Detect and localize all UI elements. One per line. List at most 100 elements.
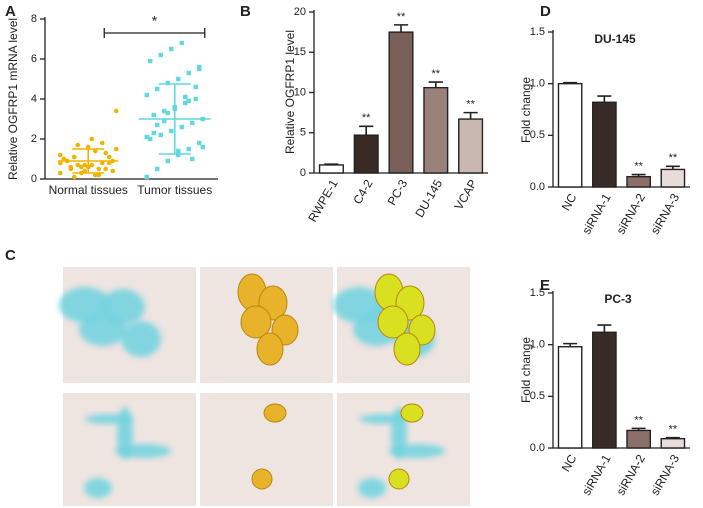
y-tick-label: 1.0 [530, 339, 545, 351]
x-tick-label: DU-145 [412, 177, 445, 220]
significance-label: ** [634, 414, 643, 426]
data-point [186, 98, 191, 104]
chart-title: PC-3 [604, 292, 632, 306]
data-point [158, 132, 163, 138]
y-tick-label: 8 [31, 13, 37, 25]
data-point [103, 150, 109, 156]
cell-yellow [240, 305, 272, 339]
data-point [68, 164, 74, 170]
data-point [92, 148, 98, 154]
data-point [186, 146, 191, 152]
data-point [179, 124, 184, 130]
error-bar [597, 324, 612, 333]
bar [592, 101, 617, 188]
data-point [148, 136, 153, 142]
y-tick-label: 4 [31, 93, 37, 105]
data-point [103, 166, 109, 172]
data-point [89, 162, 95, 168]
y-axis-label: Relative OGFRP1 mRNA level [6, 18, 20, 180]
error-bar [72, 148, 105, 174]
cell-yellow [393, 332, 421, 366]
cell-yellow [263, 403, 287, 423]
significance-label: * [152, 13, 158, 29]
data-point [144, 92, 149, 98]
y-axis-label: Relative OGFRP1 level [283, 30, 297, 154]
x-tick-label: siRNA-2 [614, 452, 649, 498]
y-tick-label: 20 [294, 6, 306, 18]
data-point [75, 162, 81, 168]
data-point [197, 140, 202, 146]
data-point [186, 70, 191, 76]
data-point [92, 172, 98, 178]
y-tick-label: 0.0 [530, 442, 545, 454]
data-point [169, 46, 174, 52]
data-point [57, 152, 63, 158]
bar [660, 438, 686, 449]
x-tick-label: RWPE-1 [305, 177, 341, 225]
x-tick-label: siRNA-1 [579, 452, 614, 498]
data-point [155, 86, 160, 92]
y-tick-label: 0 [31, 173, 37, 185]
bar [318, 164, 344, 174]
y-axis-label: Fold change [519, 337, 533, 403]
panel-label: A [5, 3, 16, 20]
x-tick-label: NC [559, 191, 580, 213]
cell-cyan [85, 414, 133, 424]
error-bar [393, 24, 409, 33]
data-point [169, 128, 174, 134]
data-point [190, 120, 195, 126]
cell-cyan [121, 321, 161, 357]
bar [353, 134, 379, 174]
data-point [151, 130, 156, 136]
y-tick-label: 0.5 [530, 129, 545, 141]
data-point [71, 174, 77, 180]
data-point [176, 152, 181, 158]
cell-yellow [388, 468, 410, 490]
significance-label: ** [466, 99, 475, 111]
y-tick-label: 5 [300, 127, 306, 139]
significance-label: ** [362, 112, 371, 124]
data-point [193, 96, 198, 102]
significance-label: ** [669, 152, 678, 164]
y-tick-label: 1.5 [530, 26, 545, 38]
data-point [78, 164, 84, 170]
data-point [165, 110, 170, 116]
chart-title: DU-145 [594, 32, 636, 46]
data-point [162, 108, 167, 114]
significance-label: ** [669, 424, 678, 436]
data-point [106, 154, 112, 160]
x-tick-label: VCAP [451, 177, 479, 212]
cell-cyan [359, 414, 407, 424]
panel-label: B [240, 3, 251, 20]
data-point [176, 76, 181, 82]
x-tick-label: Tumor tissues [137, 183, 212, 197]
bar [660, 168, 686, 188]
x-tick-label: siRNA-2 [614, 191, 649, 237]
significance-label: ** [432, 68, 441, 80]
data-point [61, 156, 67, 162]
y-tick-label: 0.0 [530, 181, 545, 193]
data-point [89, 136, 95, 142]
x-tick-label: siRNA-1 [579, 191, 614, 237]
data-point [144, 134, 149, 140]
data-point [155, 166, 160, 172]
bar [557, 346, 583, 449]
data-point [165, 158, 170, 164]
error-bar [359, 125, 374, 136]
x-tick-label: C4-2 [350, 177, 375, 207]
panel-label: E [540, 277, 550, 294]
data-point [57, 160, 63, 166]
data-point [82, 162, 88, 168]
significance-bracket [103, 28, 206, 38]
data-point [106, 160, 112, 166]
data-point [71, 154, 77, 160]
data-point [113, 108, 119, 114]
cell-cyan [358, 478, 386, 498]
bar [458, 118, 484, 174]
data-point [57, 170, 63, 176]
bar [626, 175, 651, 188]
data-point [148, 58, 153, 64]
data-point [193, 84, 198, 90]
data-point [96, 172, 102, 178]
